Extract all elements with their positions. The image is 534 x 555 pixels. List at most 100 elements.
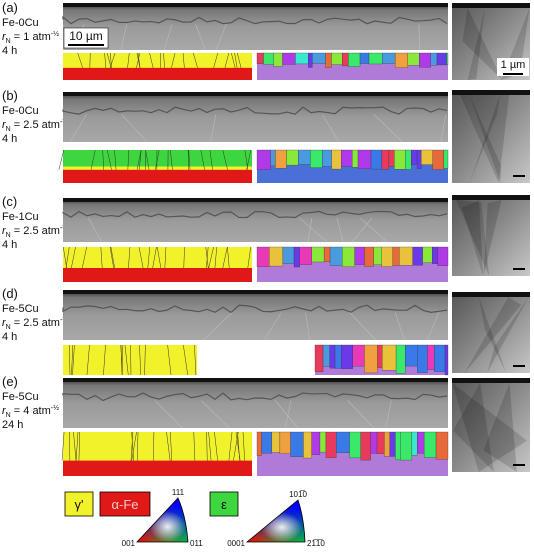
grain — [412, 432, 417, 455]
value: = 4 atm — [11, 405, 51, 417]
exponent: -½ — [51, 404, 59, 412]
grain — [355, 247, 365, 265]
grain — [330, 247, 342, 266]
grain — [413, 247, 423, 265]
panel-label: (b) — [2, 88, 18, 103]
grain — [286, 150, 298, 165]
panel-label: (a) — [2, 0, 18, 15]
grain — [283, 53, 296, 64]
grain — [395, 53, 408, 68]
grain — [331, 53, 342, 65]
value: = 2.5 atm — [11, 317, 60, 329]
surface — [452, 195, 530, 200]
grain — [396, 345, 405, 374]
grain — [300, 247, 312, 265]
grain — [419, 53, 430, 67]
grain — [437, 53, 447, 65]
grain — [374, 247, 382, 265]
grain — [275, 150, 286, 168]
corner-label: 111 — [172, 488, 185, 497]
grain — [382, 53, 395, 64]
nitriding-potential: rN = 2.5 atm-½ — [2, 316, 68, 331]
phase-region — [63, 68, 252, 80]
alloy: Fe-0Cu — [2, 17, 39, 29]
grain — [262, 432, 272, 453]
sem-image — [63, 3, 448, 50]
alloy: Fe-5Cu — [2, 391, 39, 403]
corner-label: 011 — [190, 539, 203, 548]
sem-image — [63, 290, 448, 340]
surface — [452, 90, 530, 95]
grain — [371, 432, 377, 453]
grain — [438, 247, 448, 266]
surface — [452, 3, 530, 8]
grain — [405, 345, 417, 366]
grain — [312, 432, 320, 455]
grain — [371, 150, 382, 169]
surface — [63, 3, 448, 7]
grain — [369, 53, 382, 64]
grain — [274, 53, 283, 66]
grain — [310, 150, 322, 168]
grain — [336, 432, 349, 453]
grain — [341, 345, 353, 369]
grain — [272, 432, 280, 452]
nitriding-potential: rN = 2.5 atm-½ — [2, 224, 68, 239]
grain — [298, 150, 310, 164]
grain — [395, 432, 400, 460]
hexagonal-ipf-triangle: 0001 101̅0 21̅1̅0 — [227, 490, 325, 548]
grain — [393, 247, 400, 266]
time: 4 h — [2, 331, 17, 343]
grain — [424, 432, 436, 458]
grain — [263, 53, 273, 64]
scale-label: 10 µm — [69, 29, 103, 43]
grain — [332, 150, 342, 169]
corner-label: 001 — [122, 539, 136, 548]
grain — [389, 150, 394, 166]
grain — [257, 53, 263, 64]
grain — [382, 247, 393, 267]
surface — [452, 378, 530, 383]
corner-label: 101̅0 — [289, 490, 307, 499]
grain — [280, 432, 291, 454]
grain — [348, 53, 360, 67]
grain — [303, 432, 311, 458]
value: = 2.5 atm — [11, 119, 60, 131]
grain — [312, 53, 325, 63]
grain — [342, 247, 355, 267]
phase-region — [63, 268, 252, 282]
grain — [308, 53, 312, 67]
grain — [417, 432, 424, 453]
time: 4 h — [2, 133, 17, 145]
grain — [361, 432, 371, 460]
surface — [452, 292, 530, 297]
grain — [364, 247, 373, 266]
sem-image — [63, 198, 448, 242]
grain — [324, 247, 330, 262]
panel-label: (e) — [2, 374, 18, 389]
grain — [352, 150, 358, 167]
phase-region — [63, 461, 252, 476]
surface — [63, 92, 448, 96]
grain — [382, 150, 389, 169]
nitriding-potential: rN = 1 atm-½ — [2, 30, 59, 45]
grain — [335, 345, 341, 368]
corner-label: 21̅1̅0 — [307, 539, 325, 548]
grain — [408, 53, 420, 65]
surface — [63, 198, 448, 202]
grain — [444, 150, 448, 168]
grain — [447, 53, 448, 65]
legend-label: ε — [221, 497, 227, 512]
grain — [353, 345, 365, 366]
alloy: Fe-0Cu — [2, 105, 39, 117]
value: = 2.5 atm — [11, 225, 60, 237]
micrographs — [59, 3, 530, 476]
grain — [384, 432, 390, 456]
grain — [283, 247, 294, 264]
grain — [378, 345, 383, 368]
scale-label: 1 µm — [501, 59, 526, 71]
nitriding-potential: rN = 2.5 atm-½ — [2, 118, 68, 133]
grain — [295, 53, 308, 64]
